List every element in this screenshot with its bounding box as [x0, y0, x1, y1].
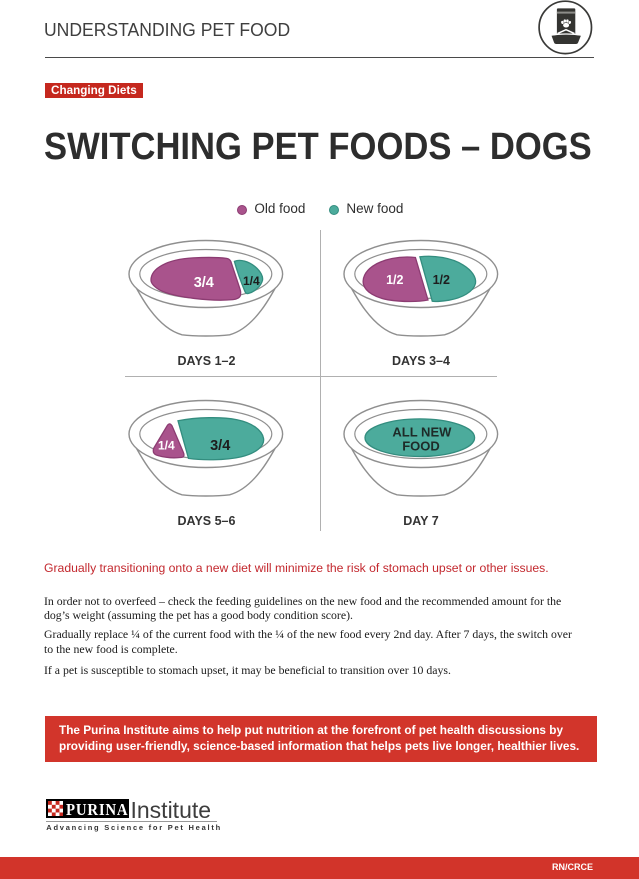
- svg-text:3/4: 3/4: [194, 275, 214, 291]
- svg-text:1/2: 1/2: [433, 273, 450, 287]
- svg-text:1/2: 1/2: [386, 273, 403, 287]
- svg-text:FOOD: FOOD: [402, 438, 440, 453]
- svg-text:1/4: 1/4: [158, 439, 175, 453]
- svg-text:ALL NEW: ALL NEW: [392, 425, 452, 440]
- svg-text:3/4: 3/4: [210, 438, 230, 454]
- svg-text:1/4: 1/4: [243, 274, 260, 288]
